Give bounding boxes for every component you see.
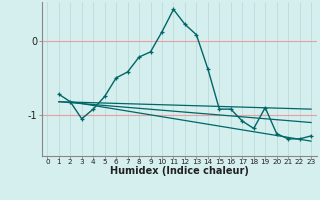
X-axis label: Humidex (Indice chaleur): Humidex (Indice chaleur) <box>110 166 249 176</box>
